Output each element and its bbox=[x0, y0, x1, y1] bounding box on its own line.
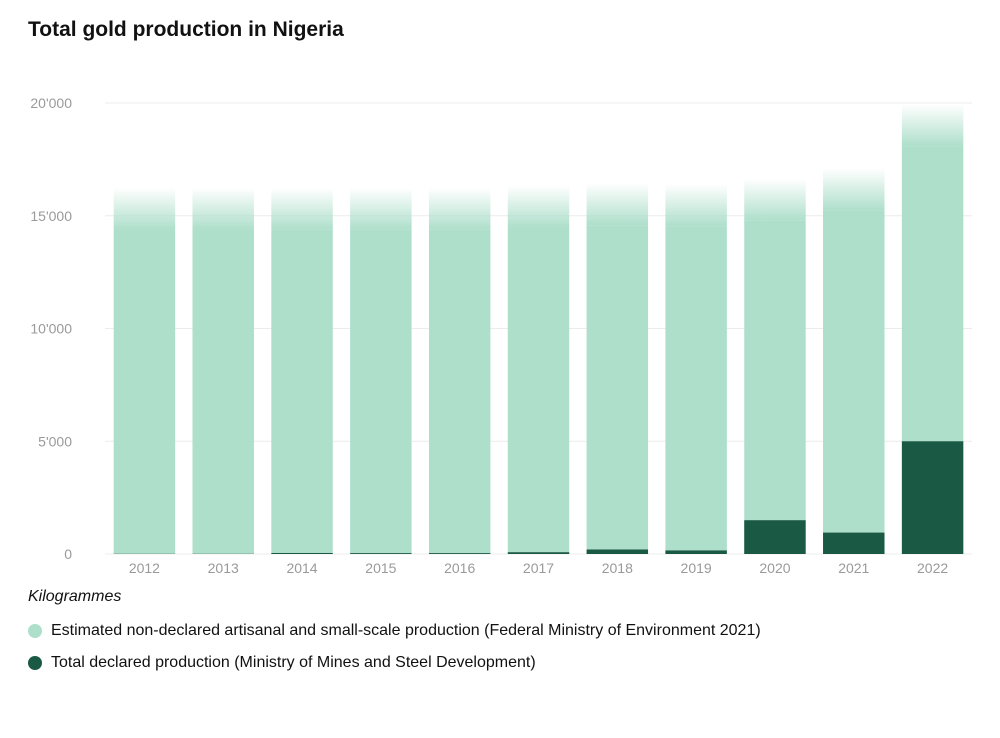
x-tick-label: 2014 bbox=[286, 560, 317, 576]
bar-declared bbox=[901, 441, 964, 554]
bars bbox=[113, 104, 964, 554]
bar-declared bbox=[586, 549, 649, 554]
x-tick-label: 2022 bbox=[917, 560, 948, 576]
bar-estimated bbox=[586, 225, 649, 550]
chart-title: Total gold production in Nigeria bbox=[28, 18, 344, 41]
bar-declared bbox=[744, 520, 806, 554]
bar-declared bbox=[665, 550, 727, 554]
x-tick-label: 2021 bbox=[838, 560, 869, 576]
bar-estimated bbox=[271, 229, 333, 553]
unit-label: Kilogrammes bbox=[28, 588, 122, 605]
bar-estimated-fade bbox=[586, 183, 649, 226]
y-axis-ticks: 0 5'000 10'000 15'000 20'000 bbox=[30, 95, 72, 562]
bar-estimated bbox=[744, 220, 806, 521]
bar-declared bbox=[507, 552, 570, 554]
x-tick-label: 2019 bbox=[681, 560, 712, 576]
bar-estimated bbox=[428, 229, 491, 554]
x-axis-ticks: 2012 2013 2014 2015 2016 2017 2018 2019 2020 2021… bbox=[129, 560, 949, 576]
bar-estimated-fade bbox=[428, 187, 491, 230]
bar-estimated-fade bbox=[113, 187, 176, 230]
legend-label-declared: Total declared production (Ministry of M… bbox=[51, 654, 536, 671]
x-tick-label: 2016 bbox=[444, 560, 475, 576]
bar-estimated-fade bbox=[192, 187, 254, 230]
bar-declared bbox=[823, 532, 885, 554]
bar-declared bbox=[271, 552, 333, 554]
bar-estimated-fade bbox=[744, 178, 806, 221]
bar-estimated-fade bbox=[350, 187, 412, 230]
bar-declared bbox=[428, 553, 491, 554]
bar-estimated bbox=[192, 229, 254, 554]
bar-estimated bbox=[901, 146, 964, 442]
x-tick-label: 2020 bbox=[759, 560, 790, 576]
bar-estimated bbox=[823, 210, 885, 533]
x-tick-label: 2013 bbox=[208, 560, 239, 576]
bar-estimated-fade bbox=[823, 168, 885, 211]
x-tick-label: 2015 bbox=[365, 560, 396, 576]
x-tick-label: 2012 bbox=[129, 560, 160, 576]
y-tick-label: 5'000 bbox=[38, 433, 72, 449]
legend-item-declared: Total declared production (Ministry of M… bbox=[28, 654, 536, 672]
bar-estimated bbox=[350, 229, 412, 554]
bar-estimated bbox=[507, 227, 570, 553]
bar-estimated-fade bbox=[901, 104, 964, 147]
y-tick-label: 15'000 bbox=[30, 208, 72, 224]
legend-label-estimated: Estimated non-declared artisanal and sma… bbox=[51, 622, 761, 639]
legend-item-estimated: Estimated non-declared artisanal and sma… bbox=[28, 622, 761, 640]
y-tick-label: 0 bbox=[64, 546, 72, 562]
x-tick-label: 2018 bbox=[602, 560, 633, 576]
legend-swatch-declared bbox=[28, 656, 42, 670]
y-tick-label: 20'000 bbox=[30, 95, 72, 111]
x-tick-label: 2017 bbox=[523, 560, 554, 576]
bar-estimated-fade bbox=[507, 185, 570, 228]
bar-estimated bbox=[113, 229, 176, 554]
legend-swatch-estimated bbox=[28, 624, 42, 638]
bar-declared bbox=[350, 553, 412, 554]
bar-estimated bbox=[665, 226, 727, 551]
bar-estimated-fade bbox=[271, 187, 333, 230]
bar-estimated-fade bbox=[665, 184, 727, 227]
y-tick-label: 10'000 bbox=[30, 321, 72, 337]
